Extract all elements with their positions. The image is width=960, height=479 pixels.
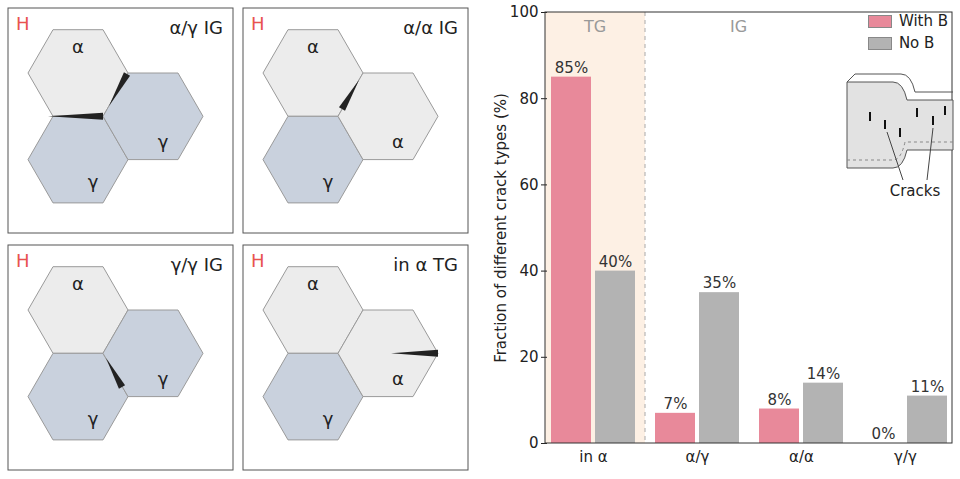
- svg-text:γ: γ: [158, 368, 169, 389]
- svg-text:80: 80: [519, 90, 538, 108]
- svg-text:H: H: [16, 13, 30, 34]
- svg-text:20: 20: [519, 348, 538, 366]
- svg-text:8%: 8%: [768, 391, 792, 409]
- svg-text:γ/γ IG: γ/γ IG: [171, 254, 223, 275]
- svg-text:γ: γ: [158, 131, 169, 152]
- svg-text:α: α: [307, 273, 319, 294]
- svg-text:Fraction of different crack ty: Fraction of different crack types (%): [492, 93, 510, 363]
- svg-text:α: α: [392, 131, 404, 152]
- svg-text:35%: 35%: [703, 274, 736, 292]
- svg-text:in α: in α: [579, 448, 607, 466]
- svg-text:α: α: [72, 36, 84, 57]
- svg-text:11%: 11%: [911, 378, 944, 396]
- svg-text:α/γ: α/γ: [686, 448, 710, 466]
- svg-text:α: α: [392, 368, 404, 389]
- svg-text:α/α IG: α/α IG: [403, 17, 458, 38]
- svg-text:H: H: [251, 250, 265, 271]
- svg-text:100: 100: [510, 3, 539, 21]
- svg-text:γ: γ: [88, 408, 99, 429]
- svg-text:H: H: [16, 250, 30, 271]
- svg-text:in α TG: in α TG: [393, 254, 458, 275]
- svg-text:TG: TG: [583, 17, 606, 36]
- svg-text:Cracks: Cracks: [890, 182, 941, 200]
- svg-text:α: α: [72, 273, 84, 294]
- html-text:With B: With B: [898, 12, 948, 30]
- svg-text:0: 0: [529, 434, 539, 452]
- svg-text:γ: γ: [88, 171, 99, 192]
- svg-text:α: α: [307, 36, 319, 57]
- svg-text:H: H: [251, 13, 265, 34]
- svg-text:γ: γ: [323, 408, 334, 429]
- svg-text:α/α: α/α: [789, 448, 814, 466]
- svg-text:60: 60: [519, 176, 538, 194]
- svg-text:85%: 85%: [555, 59, 588, 77]
- svg-text:α/γ IG: α/γ IG: [169, 17, 223, 38]
- svg-text:γ/γ: γ/γ: [894, 448, 917, 466]
- svg-text:40%: 40%: [599, 253, 632, 271]
- svg-text:γ: γ: [323, 171, 334, 192]
- svg-text:7%: 7%: [664, 395, 688, 413]
- svg-text:40: 40: [519, 262, 538, 280]
- svg-text:0%: 0%: [872, 425, 896, 443]
- svg-text:IG: IG: [730, 17, 747, 36]
- html-text:No B: No B: [898, 34, 935, 52]
- svg-text:14%: 14%: [807, 365, 840, 383]
